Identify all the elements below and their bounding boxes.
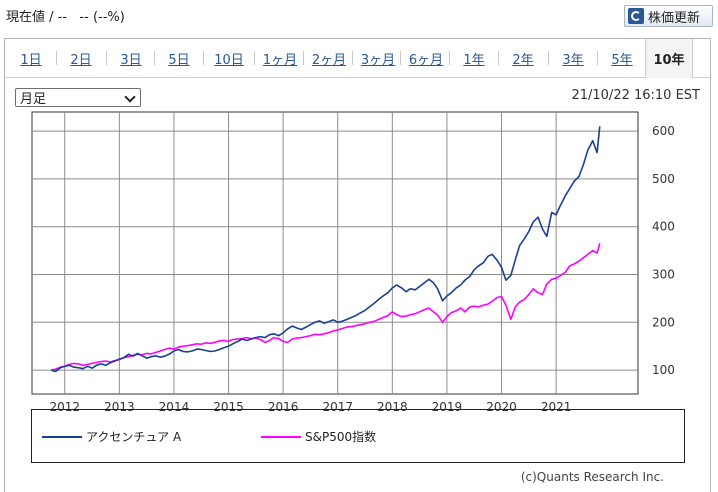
chart-legend: アクセンチュア A S&P500指数	[31, 409, 685, 463]
x-tick-label: 2020	[486, 400, 517, 414]
tab-separator	[548, 51, 549, 65]
tab-8[interactable]: 3ヶ月	[360, 52, 396, 68]
tab-12[interactable]: 3年	[562, 52, 584, 68]
legend-line-sp500	[261, 435, 301, 438]
price-summary: 現在値 / -- -- (--%)	[6, 10, 125, 25]
refresh-price-button[interactable]: 株価更新	[624, 5, 713, 27]
x-tick-label: 2015	[213, 400, 244, 414]
tab-separator	[352, 51, 353, 65]
legend-line-accenture	[42, 435, 82, 438]
tab-3[interactable]: 3日	[120, 52, 142, 68]
tab-6[interactable]: 1ヶ月	[262, 52, 298, 68]
tab-separator	[449, 51, 450, 65]
tab-1[interactable]: 1日	[20, 52, 42, 68]
plot-area	[31, 111, 639, 395]
x-tick-label: 2019	[432, 400, 463, 414]
x-tick-label: 2021	[541, 400, 572, 414]
tab-separator	[106, 51, 107, 65]
tab-10[interactable]: 1年	[463, 52, 485, 68]
tab-separator	[254, 51, 255, 65]
y-tick-label: 200	[652, 315, 675, 329]
refresh-icon	[628, 8, 644, 24]
copyright: (c)Quants Research Inc.	[520, 470, 664, 484]
legend-item-accenture: アクセンチュア A	[42, 428, 181, 445]
x-tick-label: 2018	[377, 400, 408, 414]
tab-5[interactable]: 10日	[214, 52, 244, 68]
tab-2[interactable]: 2日	[70, 52, 92, 68]
x-tick-label: 2013	[104, 400, 135, 414]
tab-14[interactable]: 10年	[645, 39, 693, 78]
period-tabs: 1日 2日 3日 5日 10日 1ヶ月 2ヶ月 3ヶ月 6ヶ月 1年 2年 3年 5年 10年	[5, 39, 710, 78]
tab-separator	[498, 51, 499, 65]
chart-timestamp: 21/10/22 16:10 EST	[571, 88, 700, 103]
period-select-value: 月足	[20, 92, 47, 107]
y-tick-label: 300	[652, 268, 675, 282]
tab-separator	[154, 51, 155, 65]
tab-4[interactable]: 5日	[168, 52, 190, 68]
y-tick-label: 600	[652, 124, 675, 138]
tab-7[interactable]: 2ヶ月	[311, 52, 347, 68]
tab-separator	[203, 51, 204, 65]
legend-label-sp500: S&P500指数	[305, 430, 377, 444]
tab-11[interactable]: 2年	[512, 52, 534, 68]
refresh-button-label: 株価更新	[648, 10, 701, 26]
x-tick-label: 2012	[49, 400, 80, 414]
y-tick-label: 100	[652, 363, 675, 377]
tab-13[interactable]: 5年	[611, 52, 633, 68]
y-tick-label: 500	[652, 172, 675, 186]
tab-separator	[303, 51, 304, 65]
tab-separator	[400, 51, 401, 65]
tab-separator	[56, 51, 57, 65]
x-tick-label: 2014	[159, 400, 190, 414]
series-line-accenture	[50, 126, 601, 373]
chart-panel: 1日 2日 3日 5日 10日 1ヶ月 2ヶ月 3ヶ月 6ヶ月 1年 2年 3年 5年 10年	[4, 38, 711, 492]
legend-label-accenture: アクセンチュア A	[86, 430, 182, 444]
x-tick-label: 2017	[322, 400, 353, 414]
tab-separator	[597, 51, 598, 65]
y-tick-label: 400	[652, 220, 675, 234]
series-line-sp500	[50, 243, 601, 371]
legend-item-sp500: S&P500指数	[261, 428, 376, 445]
period-select[interactable]: 月足	[15, 88, 141, 107]
tab-9[interactable]: 6ヶ月	[408, 52, 444, 68]
x-tick-label: 2016	[268, 400, 299, 414]
